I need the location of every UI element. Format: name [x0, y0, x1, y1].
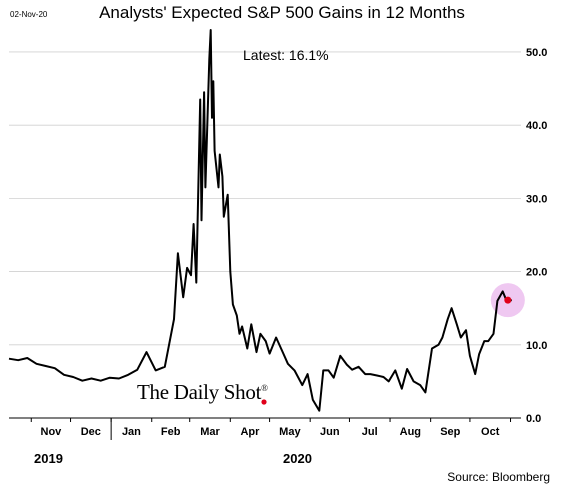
y-tick-label: 10.0: [526, 340, 547, 352]
y-tick-label: 30.0: [526, 193, 547, 205]
x-tick-label: May: [279, 426, 301, 438]
axes: [9, 417, 521, 440]
x-tick-label: Jun: [320, 426, 340, 438]
series-line: [8, 29, 512, 412]
y-tick-label: 50.0: [526, 47, 547, 59]
x-tick-label: Oct: [481, 426, 500, 438]
chart-title: Analysts' Expected S&P 500 Gains in 12 M…: [99, 3, 465, 22]
x-tick-label: Jul: [362, 426, 378, 438]
x-tick-label: Mar: [200, 426, 220, 438]
x-tick-label: Apr: [240, 426, 260, 438]
latest-annotation: Latest: 16.1%: [243, 47, 329, 63]
latest-point-dot: [504, 296, 512, 304]
x-tick-labels: Nov Dec Jan Feb Mar Apr May Jun Jul Aug Sep Oct: [41, 426, 500, 438]
x-tick-label: Nov: [41, 426, 63, 438]
x-tick-label: Feb: [161, 426, 181, 438]
brand-text: The Daily Shot: [137, 380, 262, 404]
y-tick-labels: 0.0 10.0 20.0 30.0 40.0 50.0: [526, 47, 547, 425]
year-label-2020: 2020: [283, 451, 312, 466]
x-tick-label: Aug: [400, 426, 421, 438]
y-tick-label: 20.0: [526, 267, 547, 279]
date-stamp: 02-Nov-20: [10, 10, 48, 19]
x-tick-label: Dec: [81, 426, 101, 438]
y-tick-label: 0.0: [526, 413, 541, 425]
x-tick-label: Jan: [122, 426, 141, 438]
x-tick-label: Sep: [440, 426, 460, 438]
brand-logo: The Daily Shot®: [137, 380, 268, 405]
gridlines: [9, 51, 521, 346]
brand-reg-mark: ®: [261, 383, 268, 393]
series-line-layer: [8, 29, 512, 412]
year-label-2019: 2019: [34, 451, 63, 466]
y-tick-label: 40.0: [526, 120, 547, 132]
source-note: Source: Bloomberg: [447, 470, 550, 484]
brand-dot: [261, 399, 267, 405]
